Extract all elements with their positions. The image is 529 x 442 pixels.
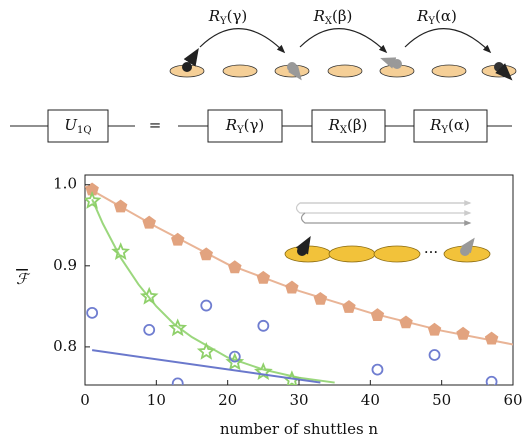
data-point <box>85 191 102 209</box>
x-tick-label: 10 <box>147 391 166 409</box>
data-point <box>200 299 213 312</box>
data-point <box>342 300 356 313</box>
label-base: R <box>208 7 220 25</box>
operator-label: U1Q <box>64 116 91 136</box>
operator-label: RX(β) <box>313 7 353 27</box>
y-tick-label: 0.9 <box>53 256 77 274</box>
data-point <box>370 308 385 321</box>
data-point <box>168 318 188 337</box>
inset <box>284 200 491 263</box>
spins <box>182 48 513 81</box>
circuit <box>10 109 512 143</box>
y-tick-label: 1.0 <box>53 175 77 193</box>
label-argument: (α) <box>435 7 457 25</box>
y-tick-label: 0.8 <box>53 337 77 355</box>
label-subscript: Y <box>440 125 448 136</box>
data-point <box>371 363 384 376</box>
data-point <box>257 319 270 332</box>
x-tick-label: 30 <box>289 391 308 409</box>
data-point <box>143 323 156 336</box>
label-argument: (γ) <box>244 116 265 134</box>
label-base: R <box>328 116 340 134</box>
label-argument: (γ) <box>227 7 248 25</box>
data-point <box>399 315 413 329</box>
operator-label: RX(β) <box>328 116 368 136</box>
y-axis-label: ℱ <box>16 270 31 288</box>
fit-line <box>85 185 513 346</box>
data-point <box>228 350 241 363</box>
data-point <box>199 247 213 261</box>
data-point <box>428 349 441 361</box>
label-subscript: X <box>325 16 333 27</box>
x-tick-label: 60 <box>503 391 522 409</box>
data-point <box>139 286 159 305</box>
data-point <box>171 377 184 385</box>
label-argument: (α) <box>448 116 470 134</box>
label-base: R <box>313 7 325 25</box>
label-subscript: Y <box>427 16 435 27</box>
data-point <box>427 322 442 336</box>
x-axis-label: number of shuttles n <box>220 420 379 438</box>
operator-label: RY(γ) <box>208 7 248 27</box>
operator-label: RY(γ) <box>225 116 265 136</box>
label-subscript: X <box>340 125 348 136</box>
plot-area <box>85 182 513 385</box>
data-point <box>228 260 242 274</box>
plot-frame <box>84 174 514 386</box>
x-tick-label: 0 <box>80 391 90 409</box>
data-point <box>484 331 499 345</box>
label-base: R <box>416 7 428 25</box>
shuttle-arcs <box>199 28 492 54</box>
label-base: R <box>429 116 441 134</box>
x-tick-label: 50 <box>432 391 451 409</box>
data-point <box>86 306 99 319</box>
data-point <box>485 375 498 385</box>
operator-label: RY(α) <box>416 7 457 27</box>
data-point <box>313 291 328 305</box>
fit-line <box>91 349 321 384</box>
x-tick-label: 40 <box>361 391 380 409</box>
label-base: U <box>64 116 78 134</box>
equals: = <box>149 116 162 134</box>
shuttle-diagram <box>169 64 517 78</box>
data-point <box>113 199 128 213</box>
label-base: R <box>225 116 237 134</box>
data-point <box>285 280 299 294</box>
data-point <box>225 352 245 371</box>
data-point <box>142 215 156 229</box>
label-subscript: 1Q <box>77 125 92 136</box>
label-subscript: Y <box>219 16 227 27</box>
data-point <box>256 270 271 284</box>
inset-dots: ··· <box>424 243 438 261</box>
data-point <box>171 232 185 246</box>
x-tick-label: 20 <box>218 391 237 409</box>
label-subscript: Y <box>236 125 244 136</box>
data-point <box>456 326 470 340</box>
operator-label: RY(α) <box>429 116 470 136</box>
fit-line <box>91 198 335 384</box>
label-argument: (β) <box>332 7 352 25</box>
data-point <box>196 342 216 360</box>
data-point <box>111 242 131 261</box>
label-argument: (β) <box>347 116 367 134</box>
